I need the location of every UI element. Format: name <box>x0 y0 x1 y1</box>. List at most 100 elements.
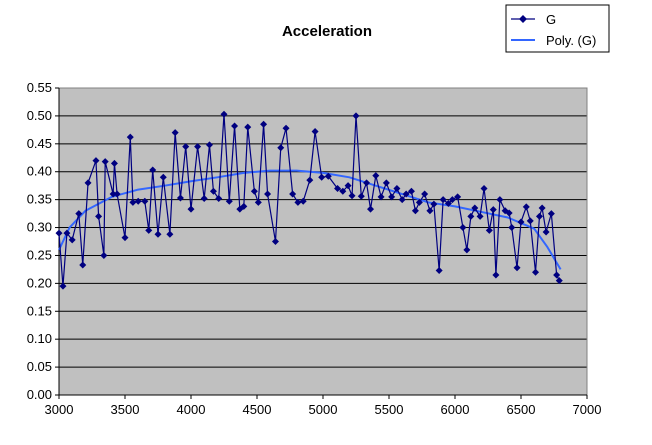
data-point-g <box>388 193 396 201</box>
data-point-g <box>476 212 484 220</box>
data-point-g <box>187 205 195 213</box>
data-point-g <box>244 123 252 131</box>
data-point-g <box>547 210 555 218</box>
chart-title: Acceleration <box>282 23 372 40</box>
data-point-g <box>149 166 157 174</box>
x-tick-label: 4500 <box>243 402 272 417</box>
data-point-g <box>254 198 262 206</box>
data-point-g <box>372 172 380 180</box>
data-point-g <box>101 158 109 166</box>
trendline-layer <box>58 169 562 270</box>
data-point-g <box>430 200 438 208</box>
y-tick-label: 0.55 <box>27 80 52 95</box>
data-point-g <box>110 159 118 167</box>
data-point-g <box>535 212 543 220</box>
data-point-g <box>318 173 326 181</box>
data-point-g <box>344 182 352 190</box>
data-point-g <box>421 190 429 198</box>
data-point-g <box>141 197 149 205</box>
data-point-g <box>79 261 87 269</box>
data-point-g <box>517 218 525 226</box>
data-point-g <box>205 141 213 149</box>
data-point-g <box>95 212 103 220</box>
y-tick-label: 0.50 <box>27 108 52 123</box>
data-point-g <box>448 196 456 204</box>
y-tick-label: 0.20 <box>27 275 52 290</box>
data-point-g <box>264 190 272 198</box>
data-point-g <box>260 120 268 128</box>
data-point-g <box>100 251 108 259</box>
data-point-g <box>348 192 356 200</box>
data-point-g <box>289 190 297 198</box>
data-point-g <box>444 200 452 208</box>
data-point-g <box>121 234 129 242</box>
data-point-g <box>463 246 471 254</box>
data-point-g <box>454 193 462 201</box>
y-tick-label: 0.00 <box>27 387 52 402</box>
x-tick-label: 5000 <box>309 402 338 417</box>
legend-g-marker-icon <box>519 15 527 23</box>
data-point-g <box>339 187 347 195</box>
y-tick-label: 0.40 <box>27 164 52 179</box>
data-point-g <box>200 195 208 203</box>
data-point-g <box>311 128 319 136</box>
data-point-g <box>538 204 546 212</box>
y-tick-label: 0.15 <box>27 303 52 318</box>
data-point-g <box>505 209 513 217</box>
data-point-g <box>63 229 71 237</box>
series-layer <box>55 110 563 290</box>
data-point-g <box>145 226 153 234</box>
legend-g-label: G <box>546 12 556 27</box>
plot-area <box>59 88 587 395</box>
data-point-g <box>426 207 434 215</box>
x-tick-label: 4000 <box>177 402 206 417</box>
data-point-g <box>489 206 497 214</box>
data-point-g <box>231 122 239 130</box>
data-point-g <box>407 187 415 195</box>
data-point-g <box>522 203 530 211</box>
data-point-g <box>277 144 285 152</box>
data-point-g <box>357 192 365 200</box>
legend-box <box>505 4 610 53</box>
x-tick-label: 6500 <box>507 402 536 417</box>
data-point-g <box>513 264 521 272</box>
data-point-g <box>294 198 302 206</box>
data-point-g <box>324 172 332 180</box>
data-point-g <box>496 196 504 204</box>
data-point-g <box>492 271 500 279</box>
data-point-g <box>250 187 258 195</box>
data-point-g <box>176 194 184 202</box>
x-tick-label: 3500 <box>111 402 140 417</box>
data-point-g <box>182 143 190 151</box>
data-point-g <box>59 282 67 290</box>
data-point-g <box>126 133 134 141</box>
data-point-g <box>129 198 137 206</box>
data-point-g <box>555 277 563 285</box>
x-tick-label: 5500 <box>375 402 404 417</box>
data-point-g <box>382 179 390 187</box>
data-point-g <box>154 230 162 238</box>
data-point-g <box>485 226 493 234</box>
y-axis-ticks: 0.00 0.05 0.10 0.15 0.20 0.25 0.30 0.35 0.40 0.45… <box>27 80 59 402</box>
legend-poly-label: Poly. (G) <box>546 33 596 48</box>
data-point-g <box>299 197 307 205</box>
data-point-g <box>367 205 375 213</box>
data-point-g <box>334 184 342 192</box>
data-point-g <box>459 224 467 232</box>
legend: G Poly. (G) <box>505 4 610 53</box>
data-point-g <box>508 224 516 232</box>
data-point-g <box>415 198 423 206</box>
trendline-poly-g <box>58 169 562 270</box>
data-point-g <box>159 173 167 181</box>
data-point-g <box>194 143 202 151</box>
data-point-g <box>171 129 179 137</box>
data-point-g <box>166 230 174 238</box>
data-point-g <box>398 196 406 204</box>
data-point-g <box>209 187 217 195</box>
y-tick-label: 0.45 <box>27 136 52 151</box>
data-point-g <box>467 212 475 220</box>
data-point-g <box>532 268 540 276</box>
data-point-g <box>393 184 401 192</box>
data-point-g <box>480 184 488 192</box>
